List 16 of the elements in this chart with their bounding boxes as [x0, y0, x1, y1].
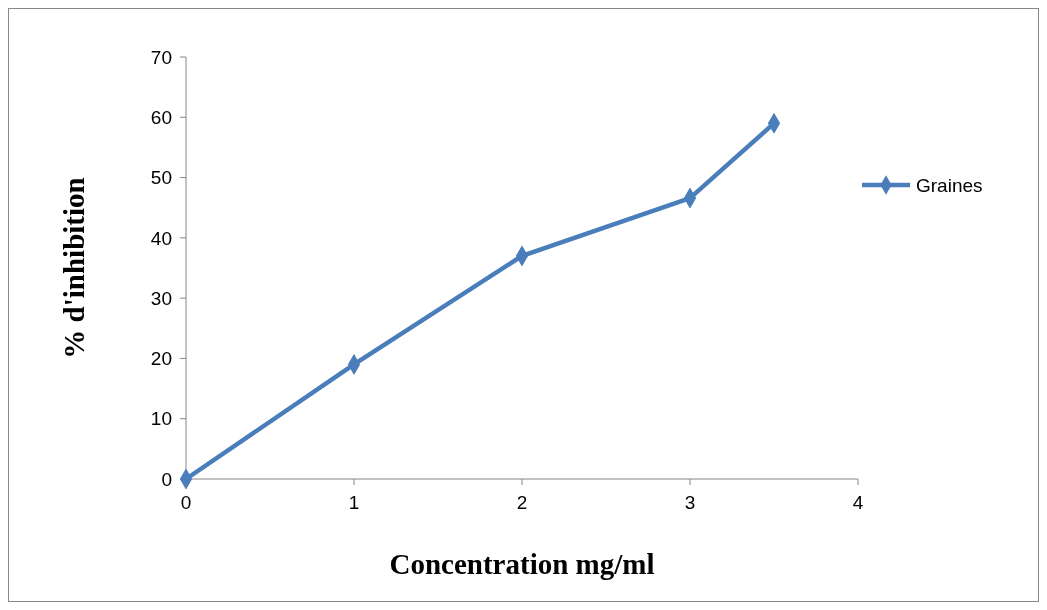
x-axis-title: Concentration mg/ml	[389, 548, 655, 580]
x-tick-label: 2	[516, 492, 528, 513]
x-tick-label: 0	[180, 492, 192, 513]
x-tick-label: 1	[348, 492, 360, 513]
y-tick-label: 50	[150, 167, 172, 189]
y-axis-title: % d'inhibition	[58, 177, 90, 359]
legend-label: Graines	[916, 174, 983, 196]
y-tick-label: 10	[150, 408, 172, 430]
x-tick-label: 3	[684, 492, 696, 513]
y-tick-label: 70	[150, 46, 172, 68]
y-tick-label: 20	[150, 348, 172, 370]
y-tick-label: 40	[150, 227, 172, 249]
y-tick-label: 30	[150, 287, 172, 309]
y-tick-label: 60	[150, 106, 172, 128]
y-tick-label: 0	[161, 468, 172, 490]
x-tick-label: 4	[852, 492, 864, 513]
